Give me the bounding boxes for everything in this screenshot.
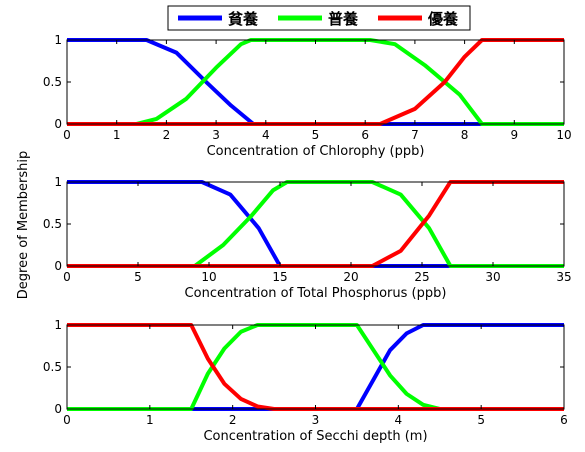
panel-2: 0 5 10 15 20 25 30 35 0 0.5 1 Concentration of Tota… xyxy=(43,175,572,301)
x-axis-label: Concentration of Secchi depth (m) xyxy=(203,429,427,444)
panel-3: 0 1 2 3 4 5 6 0 0.5 1 Concentration of Secchi dept… xyxy=(43,318,568,444)
x-tick-label: 5 xyxy=(134,270,142,284)
y-tick-label: 0.5 xyxy=(43,360,62,374)
x-axis-label: Concentration of Chlorophy (ppb) xyxy=(207,144,425,159)
x-tick-label: 10 xyxy=(556,128,571,142)
x-tick-label: 30 xyxy=(485,270,500,284)
x-tick-label: 0 xyxy=(63,413,71,427)
x-tick-label: 4 xyxy=(395,413,403,427)
x-tick-label: 5 xyxy=(477,413,485,427)
y-axis-label: Degree of Membership xyxy=(16,151,31,299)
x-tick-label: 25 xyxy=(414,270,429,284)
plot-area xyxy=(67,325,564,409)
panel-1: 0 1 2 3 4 5 6 7 8 9 10 0 0.5 1 Concentration of Chloro… xyxy=(43,33,572,159)
x-tick-label: 4 xyxy=(262,128,270,142)
y-tick-label: 1 xyxy=(54,318,62,332)
plot-area xyxy=(67,182,564,266)
y-tick-label: 0 xyxy=(54,259,62,273)
x-tick-label: 7 xyxy=(411,128,419,142)
x-tick-label: 9 xyxy=(510,128,518,142)
x-tick-label: 3 xyxy=(312,413,320,427)
x-tick-label: 5 xyxy=(312,128,320,142)
y-tick-label: 0.5 xyxy=(43,217,62,231)
x-tick-label: 1 xyxy=(113,128,121,142)
y-tick-label: 1 xyxy=(54,175,62,189)
x-tick-label: 8 xyxy=(461,128,469,142)
x-tick-label: 3 xyxy=(212,128,220,142)
y-tick-label: 0.5 xyxy=(43,75,62,89)
x-tick-label: 2 xyxy=(163,128,171,142)
x-tick-label: 6 xyxy=(560,413,568,427)
x-tick-label: 10 xyxy=(201,270,216,284)
legend-label: 貧養 xyxy=(228,10,259,28)
legend: 貧養 普養 優養 xyxy=(167,5,471,31)
plot-area xyxy=(67,40,564,124)
y-tick-label: 0 xyxy=(54,402,62,416)
x-axis-label: Concentration of Total Phosphorus (ppb) xyxy=(185,286,447,301)
legend-label: 普養 xyxy=(328,10,359,28)
x-tick-label: 20 xyxy=(343,270,358,284)
x-tick-label: 15 xyxy=(272,270,287,284)
x-tick-label: 6 xyxy=(361,128,369,142)
x-tick-label: 1 xyxy=(146,413,154,427)
x-tick-label: 35 xyxy=(556,270,571,284)
legend-label: 優養 xyxy=(427,10,459,28)
x-tick-label: 2 xyxy=(229,413,237,427)
x-tick-label: 0 xyxy=(63,270,71,284)
y-tick-label: 1 xyxy=(54,33,62,47)
x-tick-label: 0 xyxy=(63,128,71,142)
y-tick-label: 0 xyxy=(54,117,62,131)
